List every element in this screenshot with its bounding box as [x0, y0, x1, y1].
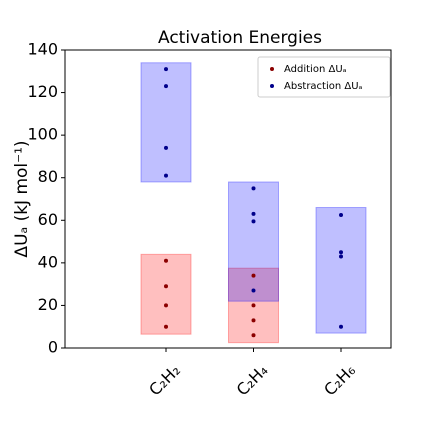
point: [164, 173, 168, 178]
x-tick-label: C₂H₂: [145, 361, 184, 400]
y-tick-label: 80: [38, 167, 58, 186]
point: [164, 84, 168, 89]
y-tick-label: 100: [27, 125, 58, 144]
point: [251, 211, 256, 216]
y-tick-label: 120: [27, 82, 58, 101]
x-tick-label: C₂H₄: [233, 361, 272, 400]
x-tick-label: C₂H₆: [320, 361, 359, 400]
axes-frame: [64, 49, 392, 349]
legend-marker: [270, 84, 274, 88]
point: [164, 324, 168, 329]
y-tick-label: 20: [38, 295, 58, 314]
point: [251, 186, 256, 191]
y-tick-label: 140: [27, 40, 58, 59]
point: [339, 212, 343, 217]
point: [164, 258, 168, 263]
range-box: [140, 253, 192, 335]
point: [164, 284, 168, 289]
y-axis-label: ΔUₐ (kJ mol⁻¹): [12, 140, 32, 257]
point: [339, 254, 343, 259]
point: [251, 273, 256, 278]
point: [251, 318, 256, 323]
y-tick-label: 60: [38, 210, 58, 229]
y-tick-label: 40: [38, 252, 58, 271]
legend-box: [257, 56, 391, 98]
legend-label: Addition ΔUₐ: [284, 64, 347, 75]
point: [251, 219, 256, 224]
point: [164, 67, 168, 72]
legend-marker: [270, 67, 274, 71]
legend-label: Abstraction ΔUₐ: [284, 81, 363, 92]
point: [164, 303, 168, 308]
point: [339, 250, 343, 255]
point: [339, 324, 343, 329]
chart-title: Activation Energies: [158, 28, 322, 48]
plot-area: [140, 62, 367, 344]
range-box: [228, 181, 279, 302]
point: [164, 145, 168, 150]
point: [251, 288, 256, 293]
range-box: [140, 62, 192, 183]
point: [251, 303, 256, 308]
range-box: [315, 207, 367, 334]
point: [251, 333, 256, 338]
y-tick-label: 0: [48, 338, 58, 357]
